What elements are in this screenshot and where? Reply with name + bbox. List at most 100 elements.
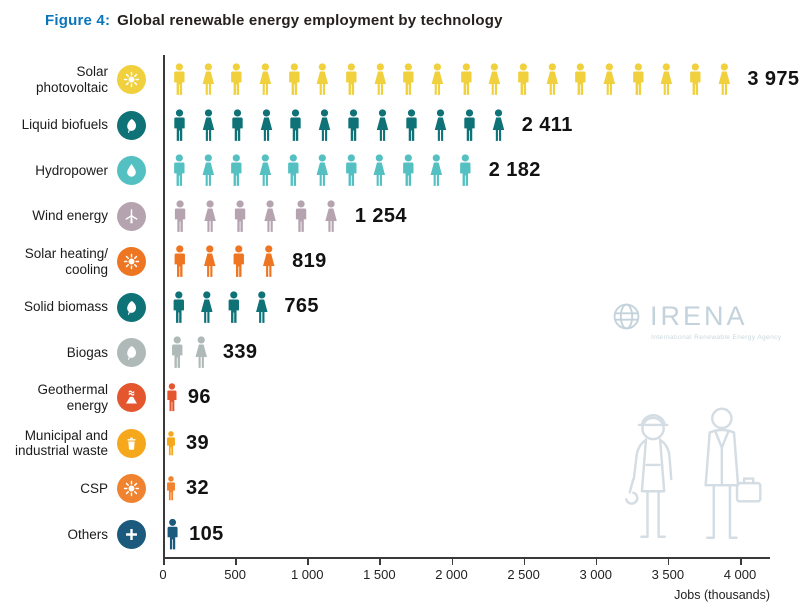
person-pictogram [194,109,223,142]
x-tick [523,558,526,565]
sun-icon-glyph [123,71,140,88]
value-label: 765 [284,295,319,318]
person-pictogram [710,63,739,96]
person-pictogram [310,109,339,142]
person-pictogram [652,63,681,96]
person-pictogram [337,63,366,96]
person-pictogram [397,109,426,142]
value-label: 819 [292,250,327,273]
pictogram-bar [165,472,177,505]
category-label: Liquid biofuels [21,117,108,133]
sun-icon [117,247,146,277]
person-pictogram [480,63,509,96]
person-pictogram [394,154,423,187]
x-tick-label: 4 000 [723,567,757,582]
leaf-icon [117,110,146,140]
trash-icon [117,428,146,458]
x-tick-label: 2 500 [507,567,540,582]
person-pictogram [365,154,394,187]
sun-icon [117,65,146,95]
person-pictogram [220,291,248,324]
pictogram-bar [165,154,480,187]
x-tick [235,558,237,565]
x-tick [595,558,598,565]
person-pictogram [225,200,255,233]
person-pictogram [165,291,193,324]
person-pictogram [422,154,451,187]
person-pictogram [195,245,225,278]
x-tick-label: 3 000 [579,567,613,582]
person-pictogram [165,427,177,460]
wind-turbine-icon [117,201,146,231]
person-pictogram [538,63,567,96]
x-tick-label: 3 500 [651,567,685,582]
person-pictogram [624,63,653,96]
leaf-icon-glyph [123,299,140,316]
person-pictogram [316,200,346,233]
figure-title: Figure 4: Global renewable energy employm… [45,12,503,29]
person-pictogram [281,109,310,142]
figure-title-text: Global renewable energy employment by te… [117,12,503,29]
person-pictogram [165,245,195,278]
person-pictogram [255,200,285,233]
person-pictogram [595,63,624,96]
irena-watermark: IRENA International Renewable Energy Age… [610,300,790,341]
person-pictogram [394,63,423,96]
leaf-icon-glyph [123,344,140,361]
person-pictogram [248,291,276,324]
person-pictogram [366,63,395,96]
person-pictogram [368,109,397,142]
person-pictogram [452,63,481,96]
irena-globe-icon [613,303,640,330]
person-pictogram [308,63,337,96]
x-tick [379,558,381,565]
people-illustration [625,407,762,539]
x-axis-title: Jobs (thousands) [674,588,770,602]
x-tick-label: 0 [159,567,167,582]
category-label: Hydropower [35,162,108,178]
person-pictogram [451,154,480,187]
person-pictogram [165,518,180,551]
person-pictogram [222,63,251,96]
pictogram-bar [165,336,214,369]
pictogram-bar [165,200,346,233]
pictogram-bar [165,291,275,324]
value-label: 39 [186,431,210,454]
pictogram-bar [165,245,283,278]
category-label: Others [67,526,108,542]
value-label: 32 [186,477,210,500]
person-pictogram [193,291,221,324]
hard-hat-icon [640,414,666,426]
person-pictogram [195,200,225,233]
y-axis-line [163,55,165,557]
irena-wordmark: IRENA [650,301,748,331]
wind-turbine-icon-glyph [123,208,140,225]
person-pictogram [224,245,254,278]
person-pictogram [194,154,223,187]
leaf-icon [117,292,146,322]
x-tick [667,558,670,565]
droplet-icon-glyph [123,162,140,179]
trash-icon-glyph [123,435,140,452]
person-pictogram [681,63,710,96]
person-pictogram [426,109,455,142]
pictogram-bar [165,427,177,460]
csp-sun-icon-glyph [123,480,140,497]
pictogram-bar [165,518,180,551]
person-pictogram [509,63,538,96]
value-label: 3 975 [747,68,800,91]
category-label: Geothermal energy [37,382,108,413]
person-pictogram [223,109,252,142]
geothermal-icon-glyph [123,389,140,406]
wrench-icon [628,477,635,494]
x-tick-label: 500 [224,567,246,582]
category-label: Municipal and industrial waste [14,427,108,459]
x-tick [740,558,742,565]
person-pictogram [484,109,513,142]
value-label: 1 254 [354,204,407,227]
value-label: 2 182 [488,159,541,182]
person-pictogram [251,63,280,96]
person-pictogram [455,109,484,142]
category-label: Solar heating/ cooling [24,246,108,277]
